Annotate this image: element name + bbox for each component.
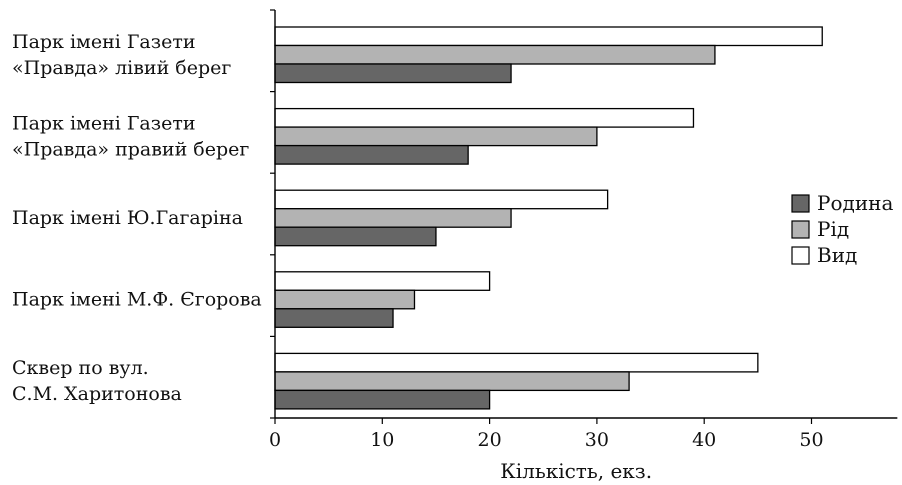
x-tick-label: 40 — [692, 429, 716, 451]
x-tick-label: 50 — [799, 429, 823, 451]
category-label: Парк імені М.Ф. Єгорова — [12, 289, 262, 311]
bar-5-Рід — [274, 371, 630, 392]
x-tick-label: 0 — [269, 429, 281, 451]
bar-4-Родина — [274, 308, 394, 328]
legend-swatch — [791, 246, 810, 265]
category-label: Сквер по вул. С.М. Харитонова — [12, 357, 182, 405]
bar-2-Вид — [274, 107, 695, 128]
bar-5-Вид — [274, 352, 759, 373]
x-tick-label: 20 — [478, 429, 502, 451]
x-tick-label: 10 — [370, 429, 394, 451]
bar-3-Родина — [274, 226, 437, 247]
labels-layer: Парк імені Газети «Правда» лівий берег Пар… — [12, 31, 824, 483]
bar-3-Рід — [274, 208, 512, 228]
category-label: Парк імені Газети «Правда» лівий берег — [12, 31, 231, 79]
axes-layer — [270, 9, 898, 424]
legend-label: Рід — [817, 217, 849, 241]
bar-5-Родина — [274, 389, 491, 410]
bar-1-Вид — [274, 26, 823, 47]
x-tick-label: 30 — [585, 429, 609, 451]
bar-2-Родина — [274, 144, 469, 165]
category-label: Парк імені Ю.Гагаріна — [12, 207, 243, 229]
legend-label: Родина — [817, 191, 893, 215]
bar-4-Рід — [274, 289, 416, 310]
bar-3-Вид — [274, 189, 609, 210]
legend-swatch — [791, 194, 810, 213]
bar-1-Родина — [274, 63, 512, 84]
bar-1-Рід — [274, 44, 716, 65]
x-axis-title: Кількість, екз. — [500, 459, 652, 483]
category-label: Парк імені Газети «Правда» правий берег — [12, 112, 249, 160]
bar-4-Вид — [274, 271, 491, 291]
legend-swatch — [791, 220, 810, 239]
legend-label: Вид — [817, 243, 857, 267]
bars-layer — [274, 26, 823, 410]
bar-2-Рід — [274, 126, 598, 147]
